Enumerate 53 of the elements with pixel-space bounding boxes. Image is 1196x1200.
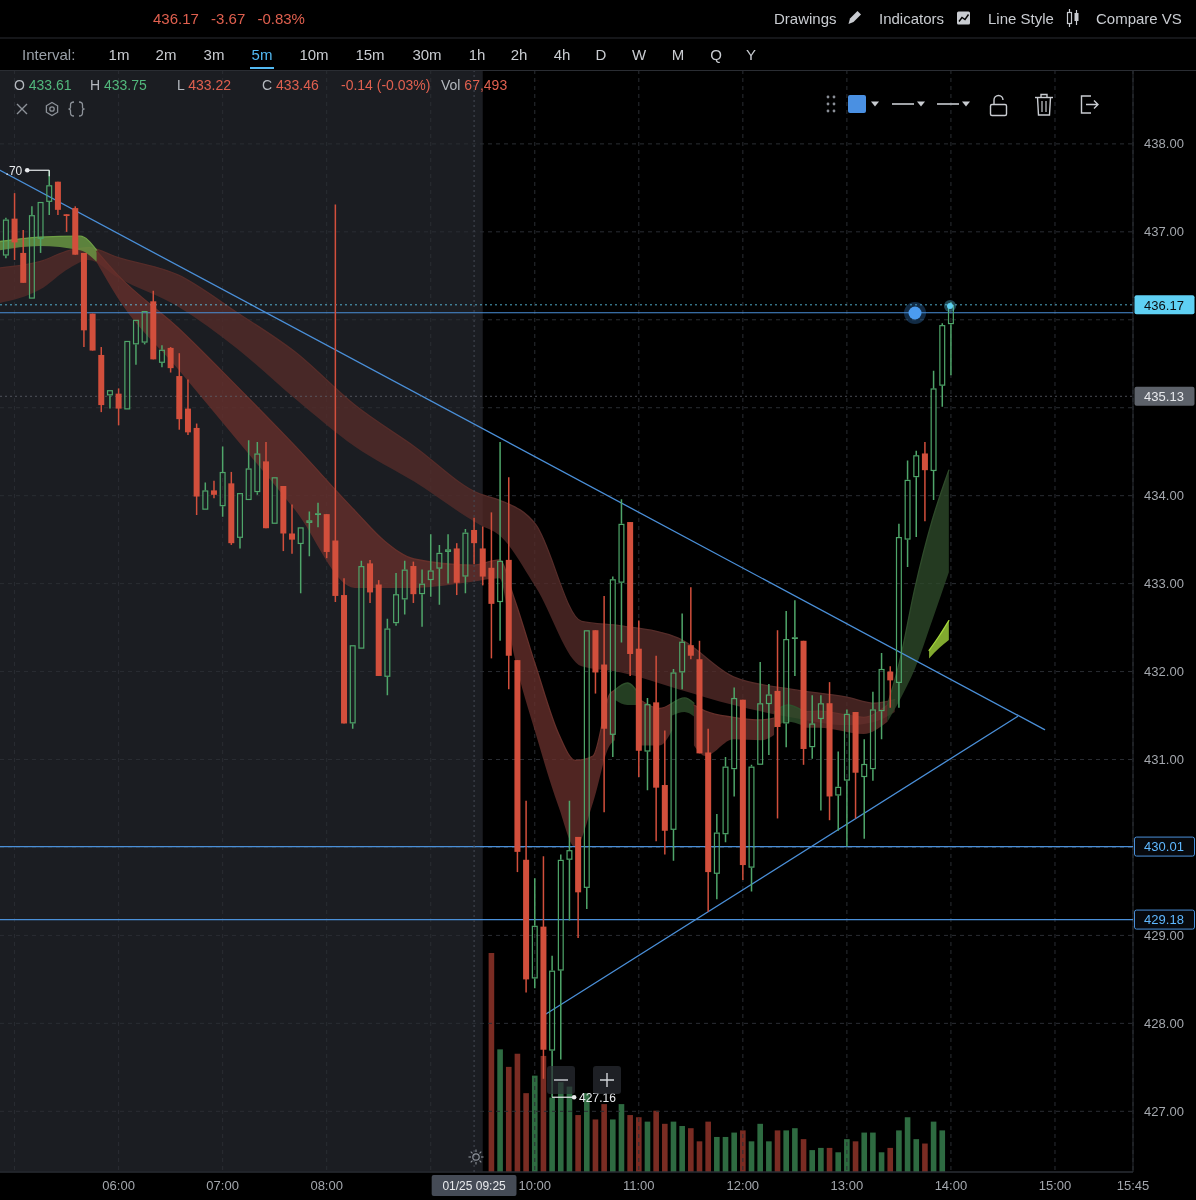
x-tick-label: 06:00 xyxy=(102,1178,135,1193)
text: Interval: xyxy=(22,46,76,63)
annotation: 427.16 xyxy=(579,1090,617,1105)
text: 1m xyxy=(108,46,130,63)
x-tick-label: 10:00 xyxy=(518,1178,552,1193)
y-tick-label: 428.00 xyxy=(1144,1015,1184,1031)
y-tick-label: 432.00 xyxy=(1144,664,1184,680)
text: 5m xyxy=(251,46,273,63)
text: Y xyxy=(745,46,757,63)
annotation: C 433.46 xyxy=(262,77,320,93)
ref-line-label: 436.17 xyxy=(1144,297,1184,313)
text: 10m xyxy=(299,46,329,63)
x-tick-label: 07:00 xyxy=(206,1178,239,1193)
annotation: H 433.75 xyxy=(90,77,148,93)
x-tick-label: 08:00 xyxy=(310,1178,343,1193)
text: 2h xyxy=(510,46,528,63)
x-tick-label: 11:00 xyxy=(623,1178,655,1193)
annotation: L 433.22 xyxy=(177,77,232,93)
text: Compare VS xyxy=(1096,10,1182,27)
text: 30m xyxy=(412,46,442,63)
annotation: Vol 67,493 xyxy=(441,77,508,93)
text: W xyxy=(631,46,647,63)
x-tick-label: 12:00 xyxy=(726,1178,760,1193)
annotation: -0.14 (-0.03%) xyxy=(341,77,431,93)
text: Drawings xyxy=(774,10,837,27)
y-tick-label: 431.00 xyxy=(1144,752,1184,768)
text: Q xyxy=(710,46,722,63)
ref-line-label: 429.18 xyxy=(1144,912,1184,928)
y-tick-label: 438.00 xyxy=(1144,136,1184,152)
text: Indicators xyxy=(879,10,945,27)
annotation: O 433.61 xyxy=(14,77,72,93)
text: 3m xyxy=(203,46,225,63)
y-tick-label: 437.00 xyxy=(1144,224,1184,240)
text: 1h xyxy=(468,46,486,63)
text: 436.17 -3.67 -0.83% xyxy=(153,10,305,27)
x-tick-label: 15:45 xyxy=(1116,1178,1150,1193)
text: Line Style xyxy=(988,10,1054,27)
text: 2m xyxy=(155,46,177,63)
y-tick-label: 429.00 xyxy=(1144,927,1184,943)
y-tick-label: 433.00 xyxy=(1144,576,1184,592)
text: D xyxy=(595,46,607,63)
x-tick-label: 14:00 xyxy=(934,1178,968,1193)
annotation: .70 xyxy=(5,163,23,178)
text: M xyxy=(671,46,685,63)
ref-line-label: 01/25 09:25 xyxy=(442,1179,507,1193)
y-tick-label: 434.00 xyxy=(1144,488,1184,504)
x-tick-label: 15:00 xyxy=(1038,1178,1072,1193)
ref-line-label: 435.13 xyxy=(1144,388,1184,404)
ref-line-label: 430.01 xyxy=(1144,839,1184,855)
y-tick-label: 427.00 xyxy=(1144,1103,1184,1119)
text: 15m xyxy=(355,46,385,63)
x-tick-label: 13:00 xyxy=(830,1178,864,1193)
text: 4h xyxy=(553,46,571,63)
